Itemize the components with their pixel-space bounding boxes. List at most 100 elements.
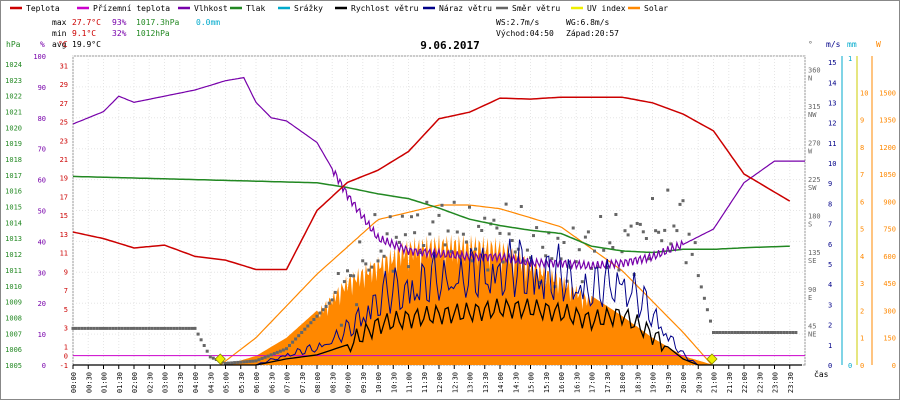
time-tick-label: 20:30 (695, 372, 703, 393)
wind-direction-dot (464, 240, 468, 244)
stat-max-label: max (52, 18, 67, 27)
wind-direction-dot (330, 298, 334, 302)
solar-theoretical-line (219, 204, 712, 366)
wind-direction-dot (352, 274, 356, 278)
wind-direction-dot (788, 331, 792, 334)
wind-direction-dot (782, 331, 786, 334)
hpa-tick-label: 1023 (5, 77, 22, 85)
wind-direction-dot (709, 319, 712, 323)
time-tick-label: 19:30 (665, 372, 673, 393)
wind-direction-dot (364, 262, 368, 266)
wind-direction-dot (690, 252, 694, 256)
wind-direction-dot (699, 285, 703, 289)
wind-direction-dot (672, 224, 676, 228)
dir-tick-label: NE (808, 330, 816, 338)
solar-tick-label: 1050 (879, 171, 896, 179)
time-tick-label: 08:00 (314, 372, 322, 393)
wind-direction-dot (346, 269, 349, 273)
time-tick-label: 04:00 (192, 372, 200, 393)
temp-tick-label: 13 (60, 231, 68, 239)
wind-direction-dot (422, 244, 426, 247)
time-tick-label: 11:30 (421, 372, 429, 393)
time-tick-label: 03:30 (177, 372, 185, 393)
wind-direction-dot (468, 205, 471, 209)
wind-direction-dot (227, 361, 230, 365)
wind-direction-dot (105, 326, 108, 330)
wind-direction-dot (504, 202, 508, 206)
time-tick-label: 02:00 (131, 372, 139, 393)
wind-direction-dot (541, 245, 545, 249)
wind-direction-dot (190, 326, 194, 330)
wind-direction-dot (126, 326, 130, 330)
legend-label: Rychlost větru (351, 4, 419, 13)
wind-direction-dot (382, 254, 386, 258)
time-tick-label: 11:00 (406, 372, 414, 393)
chart-title: 9.06.2017 (420, 39, 480, 52)
solar-tick-label: 600 (883, 253, 896, 261)
stat-rain: 0.0mm (196, 18, 220, 27)
wind-direction-dot (693, 241, 697, 245)
wind-direction-dot (471, 259, 474, 263)
wind-direction-dot (425, 200, 429, 204)
wind-direction-dot (663, 228, 667, 232)
wind-direction-dot (751, 331, 755, 334)
hpa-tick-label: 1020 (5, 124, 22, 132)
wind-direction-dot (407, 265, 410, 269)
wind-direction-dot (376, 259, 380, 263)
wind-direction-dot (565, 279, 569, 283)
wind-direction-dot (556, 236, 560, 240)
wind-direction-dot (486, 268, 490, 272)
uv-tick-label: 1 (860, 335, 864, 343)
dir-tick-label: SW (808, 184, 817, 192)
stat-max-temp: 27.7°C (72, 18, 101, 27)
wind-speed-line (73, 297, 802, 366)
dir-axis-title: ° (808, 40, 813, 49)
temp-tick-label: 29 (60, 81, 68, 89)
stat-wg: WG:6.8m/s (566, 18, 610, 27)
time-tick-label: 23:00 (772, 372, 780, 393)
wind-direction-dot (577, 248, 581, 252)
time-tick-label: 07:30 (299, 372, 307, 393)
temp-tick-label: 3 (64, 325, 68, 333)
rain-tick-label: 1 (848, 55, 852, 63)
wind-direction-dot (495, 226, 499, 230)
dir-tick-label: 90 (808, 286, 816, 294)
wind-direction-dot (129, 326, 133, 330)
wind-direction-dot (86, 326, 90, 330)
wind-direction-dot (77, 326, 81, 330)
rain-tick-label: 0 (848, 362, 852, 370)
time-tick-label: 03:00 (162, 372, 170, 393)
wind-direction-dot (153, 326, 157, 330)
hpa-tick-label: 1013 (5, 235, 22, 243)
wind-direction-dot (288, 344, 291, 347)
wind-direction-dot (647, 257, 651, 261)
wind-direction-dot (89, 326, 93, 330)
wind-direction-dot (666, 188, 670, 192)
wind-direction-dot (702, 296, 706, 300)
wind-direction-dot (455, 230, 459, 234)
wind-direction-dot (727, 331, 731, 334)
wind-tick-label: 0 (828, 362, 832, 370)
wind-tick-label: 4 (828, 281, 832, 289)
wind-tick-label: 2 (828, 322, 832, 330)
wind-direction-dot (147, 326, 151, 330)
temp-tick-label: 17 (60, 193, 68, 201)
dir-tick-label: 270 (808, 139, 821, 147)
wind-tick-label: 3 (828, 301, 832, 309)
wind-direction-dot (275, 350, 279, 354)
pressure-line (72, 175, 790, 254)
time-tick-label: 13:30 (482, 372, 490, 393)
stat-sunrise: Východ:04:50 (496, 29, 554, 38)
solar-tick-label: 1350 (879, 117, 896, 125)
wind-direction-dot (617, 268, 621, 272)
hpa-tick-label: 1005 (5, 362, 22, 370)
wind-direction-dot (309, 321, 313, 325)
solar-tick-label: 150 (883, 335, 896, 343)
wind-direction-dot (440, 203, 444, 207)
wind-tick-label: 14 (828, 79, 836, 87)
hum-tick-label: 20 (38, 300, 46, 308)
wind-direction-dot (593, 249, 596, 253)
wind-direction-dot (507, 232, 511, 236)
solar-tick-label: 900 (883, 198, 896, 206)
wind-direction-dot (166, 326, 170, 330)
